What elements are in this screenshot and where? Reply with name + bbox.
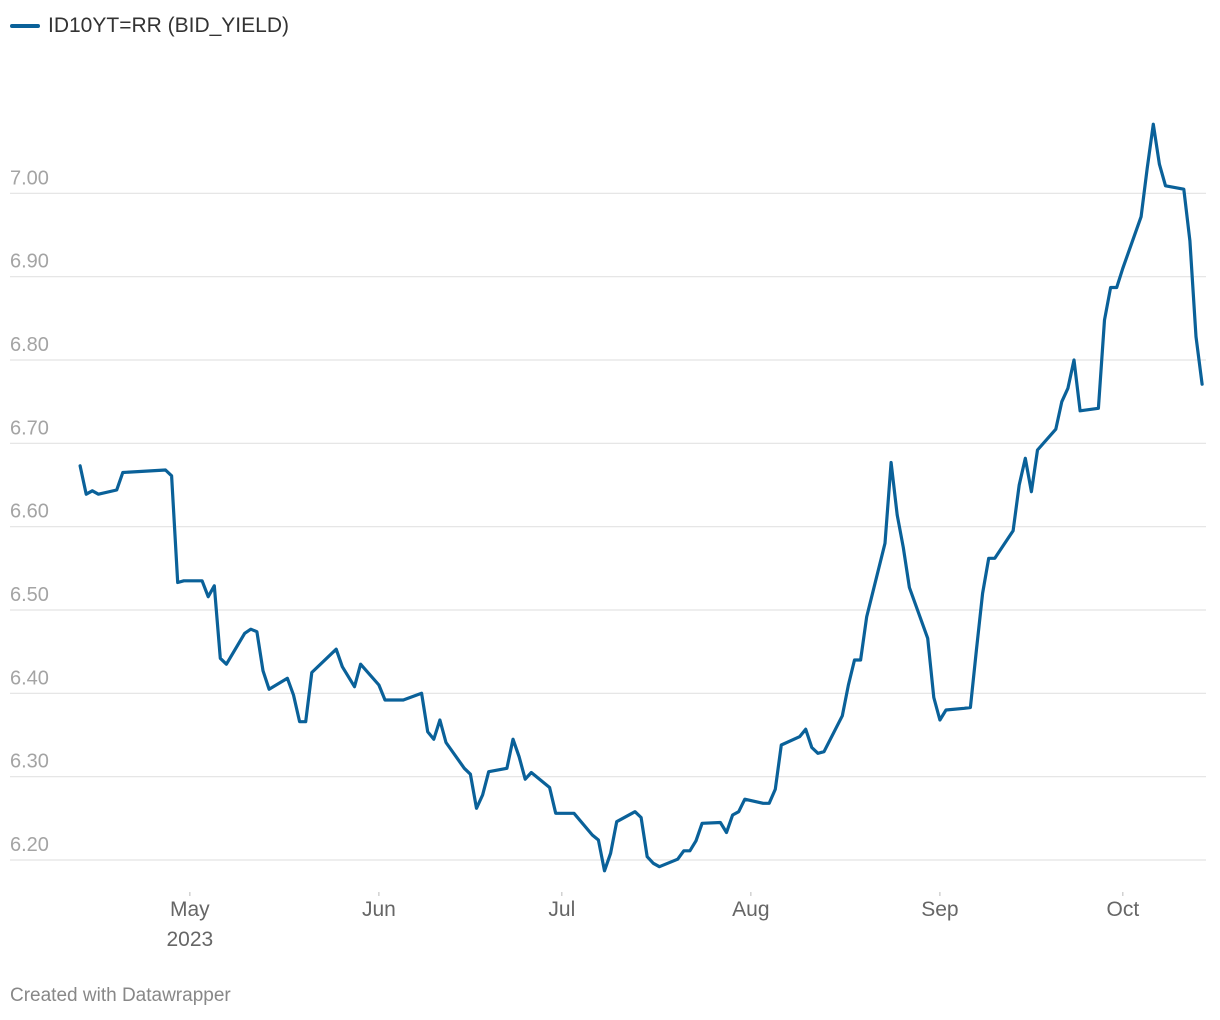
y-tick-label: 6.50: [10, 584, 49, 606]
y-tick-label: 6.80: [10, 334, 49, 356]
x-tick-label: May: [170, 898, 210, 921]
y-tick-label: 6.20: [10, 834, 49, 856]
y-tick-label: 6.40: [10, 667, 49, 689]
x-tick-label: Jun: [362, 898, 396, 921]
x-tick-label: Aug: [732, 898, 769, 921]
x-axis-labels: May 2023 Jun Jul Aug Sep Oct: [166, 892, 1139, 951]
x-tick-year-label: 2023: [166, 928, 213, 951]
footer-credit: Created with Datawrapper: [10, 985, 231, 1006]
y-tick-label: 6.30: [10, 751, 49, 773]
x-tick-label: Jul: [548, 898, 575, 921]
y-axis-labels: 6.20 6.30 6.40 6.50 6.60 6.70 6.80 6.90 7.00: [10, 167, 49, 856]
chart-legend: ID10YT=RR (BID_YIELD): [10, 14, 289, 38]
y-tick-label: 6.70: [10, 417, 49, 439]
y-tick-label: 6.90: [10, 251, 49, 273]
y-tick-label: 6.60: [10, 501, 49, 523]
legend-swatch: [10, 24, 40, 28]
x-tick-label: Oct: [1106, 898, 1139, 921]
x-tick-label: Sep: [921, 898, 958, 921]
y-tick-label: 7.00: [10, 167, 49, 189]
series-line: [78, 122, 1204, 873]
series-layer: [78, 122, 1204, 873]
gridlines: [10, 192, 1206, 861]
legend-label: ID10YT=RR (BID_YIELD): [48, 14, 289, 37]
